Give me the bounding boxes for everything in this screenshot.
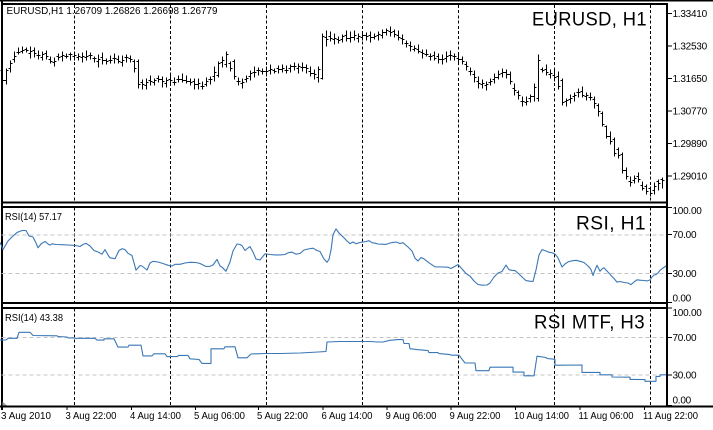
svg-text:6 Aug 14:00: 6 Aug 14:00 [322, 410, 373, 422]
svg-text:5 Aug 06:00: 5 Aug 06:00 [194, 410, 245, 422]
svg-text:30.00: 30.00 [673, 269, 697, 280]
svg-text:RSI(14) 57.17: RSI(14) 57.17 [5, 211, 62, 223]
svg-text:30.00: 30.00 [673, 371, 697, 382]
svg-text:11 Aug 06:00: 11 Aug 06:00 [579, 410, 634, 422]
svg-text:1.29890: 1.29890 [673, 139, 708, 150]
svg-text:100.00: 100.00 [673, 308, 703, 319]
svg-text:1.32530: 1.32530 [673, 42, 708, 53]
svg-text:RSI(14) 43.38: RSI(14) 43.38 [5, 312, 63, 324]
svg-text:EURUSD, H1: EURUSD, H1 [532, 10, 647, 31]
svg-text:4 Aug 14:00: 4 Aug 14:00 [130, 410, 181, 422]
svg-text:3 Aug 22:00: 3 Aug 22:00 [66, 410, 117, 422]
svg-text:RSI, H1: RSI, H1 [576, 214, 646, 235]
svg-text:1.30770: 1.30770 [673, 107, 708, 118]
svg-text:0.00: 0.00 [673, 294, 692, 305]
svg-text:100.00: 100.00 [673, 206, 703, 217]
svg-text:1.31650: 1.31650 [673, 74, 708, 85]
svg-text:1.29010: 1.29010 [673, 172, 708, 183]
svg-text:11 Aug 22:00: 11 Aug 22:00 [643, 410, 698, 422]
svg-text:70.00: 70.00 [673, 230, 697, 241]
svg-text:10 Aug 14:00: 10 Aug 14:00 [514, 410, 569, 422]
svg-text:70.00: 70.00 [673, 333, 697, 344]
svg-text:3 Aug 2010: 3 Aug 2010 [1, 410, 51, 422]
svg-text:9 Aug 22:00: 9 Aug 22:00 [450, 410, 501, 422]
svg-text:1.33410: 1.33410 [673, 9, 708, 20]
svg-text:0.00: 0.00 [673, 396, 692, 407]
svg-text:EURUSD,H1 1.26709 1.26826 1.2: EURUSD,H1 1.26709 1.26826 1.26698 1.2677… [7, 5, 218, 17]
svg-text:5 Aug 22:00: 5 Aug 22:00 [257, 410, 308, 422]
svg-text:9 Aug 06:00: 9 Aug 06:00 [386, 410, 437, 422]
svg-text:RSI MTF, H3: RSI MTF, H3 [534, 313, 645, 334]
